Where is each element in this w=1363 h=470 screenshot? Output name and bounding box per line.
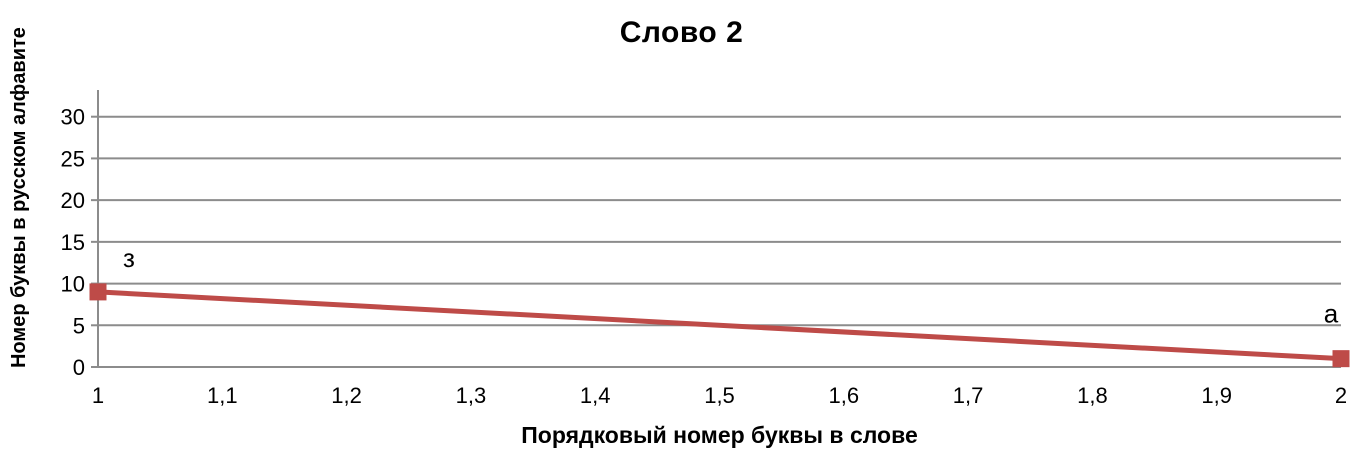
y-tick-label: 5: [73, 313, 85, 338]
y-tick-label: 25: [61, 146, 85, 171]
y-tick-label: 30: [61, 105, 85, 130]
x-tick-label: 1,2: [331, 383, 362, 408]
y-tick-label: 15: [61, 230, 85, 255]
x-tick-label: 1,9: [1201, 383, 1232, 408]
x-tick-label: 1,1: [207, 383, 238, 408]
x-tick-label: 1: [92, 383, 104, 408]
data-point-marker: [89, 283, 107, 301]
x-axis-title: Порядковый номер буквы в слове: [521, 422, 918, 448]
x-tick-label: 1,5: [704, 383, 735, 408]
x-tick-label: 1,6: [829, 383, 860, 408]
data-point-label: з: [123, 243, 135, 273]
chart-title: Слово 2: [619, 16, 744, 49]
series-line: [95, 289, 1344, 362]
data-point-marker: [1332, 350, 1350, 368]
x-tick-label: 1,4: [580, 383, 611, 408]
y-tick-label: 10: [61, 272, 85, 297]
y-tick-label: 0: [73, 355, 85, 380]
data-point-label: а: [1324, 299, 1339, 329]
x-tick-label: 2: [1335, 383, 1347, 408]
x-tick-label: 1,3: [456, 383, 487, 408]
x-tick-label: 1,8: [1077, 383, 1108, 408]
x-tick-label: 1,7: [953, 383, 984, 408]
y-tick-label: 20: [61, 188, 85, 213]
